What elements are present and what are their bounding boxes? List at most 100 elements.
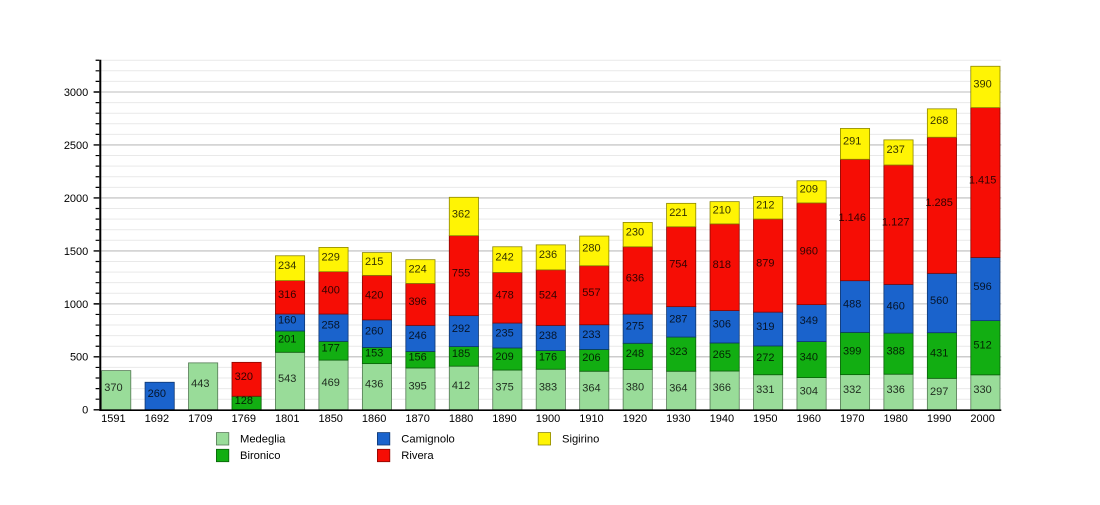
svg-text:297: 297 — [930, 386, 948, 398]
svg-text:221: 221 — [669, 207, 687, 219]
svg-text:3000: 3000 — [64, 87, 88, 99]
svg-text:1890: 1890 — [492, 413, 516, 425]
svg-text:2000: 2000 — [64, 193, 88, 205]
svg-text:177: 177 — [322, 343, 340, 355]
svg-text:362: 362 — [452, 208, 470, 220]
svg-text:210: 210 — [713, 205, 731, 217]
svg-text:336: 336 — [887, 384, 905, 396]
svg-text:512: 512 — [973, 340, 991, 352]
svg-text:238: 238 — [539, 330, 557, 342]
svg-text:2000: 2000 — [970, 413, 994, 425]
svg-text:176: 176 — [539, 352, 557, 364]
svg-text:1980: 1980 — [883, 413, 907, 425]
svg-text:209: 209 — [495, 351, 513, 363]
svg-text:1.285: 1.285 — [925, 197, 953, 209]
svg-text:236: 236 — [539, 249, 557, 261]
svg-text:258: 258 — [322, 320, 340, 332]
svg-text:412: 412 — [452, 380, 470, 392]
svg-text:1500: 1500 — [64, 246, 88, 258]
svg-text:330: 330 — [973, 384, 991, 396]
svg-text:248: 248 — [626, 348, 644, 360]
svg-text:1970: 1970 — [840, 413, 864, 425]
svg-text:1801: 1801 — [275, 413, 299, 425]
svg-text:229: 229 — [322, 251, 340, 263]
svg-text:Rivera: Rivera — [401, 450, 434, 462]
svg-text:364: 364 — [669, 382, 687, 394]
svg-text:349: 349 — [800, 315, 818, 327]
svg-text:443: 443 — [191, 378, 209, 390]
svg-text:400: 400 — [322, 285, 340, 297]
svg-text:383: 383 — [539, 381, 557, 393]
svg-text:364: 364 — [582, 382, 600, 394]
svg-text:212: 212 — [756, 200, 774, 212]
svg-text:275: 275 — [626, 321, 644, 333]
svg-text:332: 332 — [843, 384, 861, 396]
svg-text:280: 280 — [582, 243, 600, 255]
svg-text:Camignolo: Camignolo — [401, 433, 454, 445]
svg-text:215: 215 — [365, 256, 383, 268]
svg-text:1950: 1950 — [753, 413, 777, 425]
svg-text:1900: 1900 — [536, 413, 560, 425]
svg-text:636: 636 — [626, 272, 644, 284]
svg-text:366: 366 — [713, 382, 731, 394]
svg-text:160: 160 — [278, 314, 296, 326]
svg-text:754: 754 — [669, 258, 687, 270]
svg-text:460: 460 — [887, 301, 905, 313]
svg-text:319: 319 — [756, 321, 774, 333]
svg-text:478: 478 — [495, 290, 513, 302]
svg-text:272: 272 — [756, 352, 774, 364]
svg-text:Sigirino: Sigirino — [562, 433, 599, 445]
svg-text:543: 543 — [278, 373, 296, 385]
svg-text:209: 209 — [800, 184, 818, 196]
svg-text:420: 420 — [365, 289, 383, 301]
svg-text:224: 224 — [408, 263, 426, 275]
svg-text:291: 291 — [843, 136, 861, 148]
svg-text:960: 960 — [800, 246, 818, 258]
svg-text:370: 370 — [104, 382, 122, 394]
svg-text:1990: 1990 — [927, 413, 951, 425]
svg-text:185: 185 — [452, 348, 470, 360]
svg-text:1692: 1692 — [145, 413, 169, 425]
svg-text:235: 235 — [495, 327, 513, 339]
svg-text:1.415: 1.415 — [969, 174, 997, 186]
svg-text:431: 431 — [930, 347, 948, 359]
svg-text:128: 128 — [235, 395, 253, 407]
svg-text:380: 380 — [626, 381, 644, 393]
svg-text:1940: 1940 — [710, 413, 734, 425]
svg-text:268: 268 — [930, 115, 948, 127]
svg-text:Bironico: Bironico — [240, 450, 280, 462]
svg-text:469: 469 — [322, 377, 340, 389]
svg-text:1870: 1870 — [405, 413, 429, 425]
svg-text:242: 242 — [495, 251, 513, 263]
svg-text:304: 304 — [800, 386, 818, 398]
svg-text:596: 596 — [973, 281, 991, 293]
svg-text:557: 557 — [582, 287, 600, 299]
svg-text:320: 320 — [235, 371, 253, 383]
svg-text:287: 287 — [669, 314, 687, 326]
svg-text:237: 237 — [887, 144, 905, 156]
svg-text:399: 399 — [843, 345, 861, 357]
svg-text:234: 234 — [278, 260, 296, 272]
svg-text:306: 306 — [713, 319, 731, 331]
svg-text:331: 331 — [756, 384, 774, 396]
svg-text:1591: 1591 — [101, 413, 125, 425]
svg-text:323: 323 — [669, 346, 687, 358]
svg-text:1960: 1960 — [797, 413, 821, 425]
svg-text:1910: 1910 — [579, 413, 603, 425]
svg-text:316: 316 — [278, 289, 296, 301]
svg-text:1.146: 1.146 — [838, 212, 866, 224]
svg-text:1930: 1930 — [666, 413, 690, 425]
svg-text:524: 524 — [539, 289, 557, 301]
svg-text:2500: 2500 — [64, 140, 88, 152]
svg-text:340: 340 — [800, 351, 818, 363]
svg-text:233: 233 — [582, 329, 600, 341]
svg-text:260: 260 — [148, 388, 166, 400]
svg-text:1880: 1880 — [449, 413, 473, 425]
svg-text:1000: 1000 — [64, 299, 88, 311]
svg-text:395: 395 — [408, 381, 426, 393]
svg-text:1920: 1920 — [623, 413, 647, 425]
svg-text:0: 0 — [82, 405, 88, 417]
svg-text:1709: 1709 — [188, 413, 212, 425]
svg-text:156: 156 — [408, 351, 426, 363]
svg-text:1769: 1769 — [232, 413, 256, 425]
